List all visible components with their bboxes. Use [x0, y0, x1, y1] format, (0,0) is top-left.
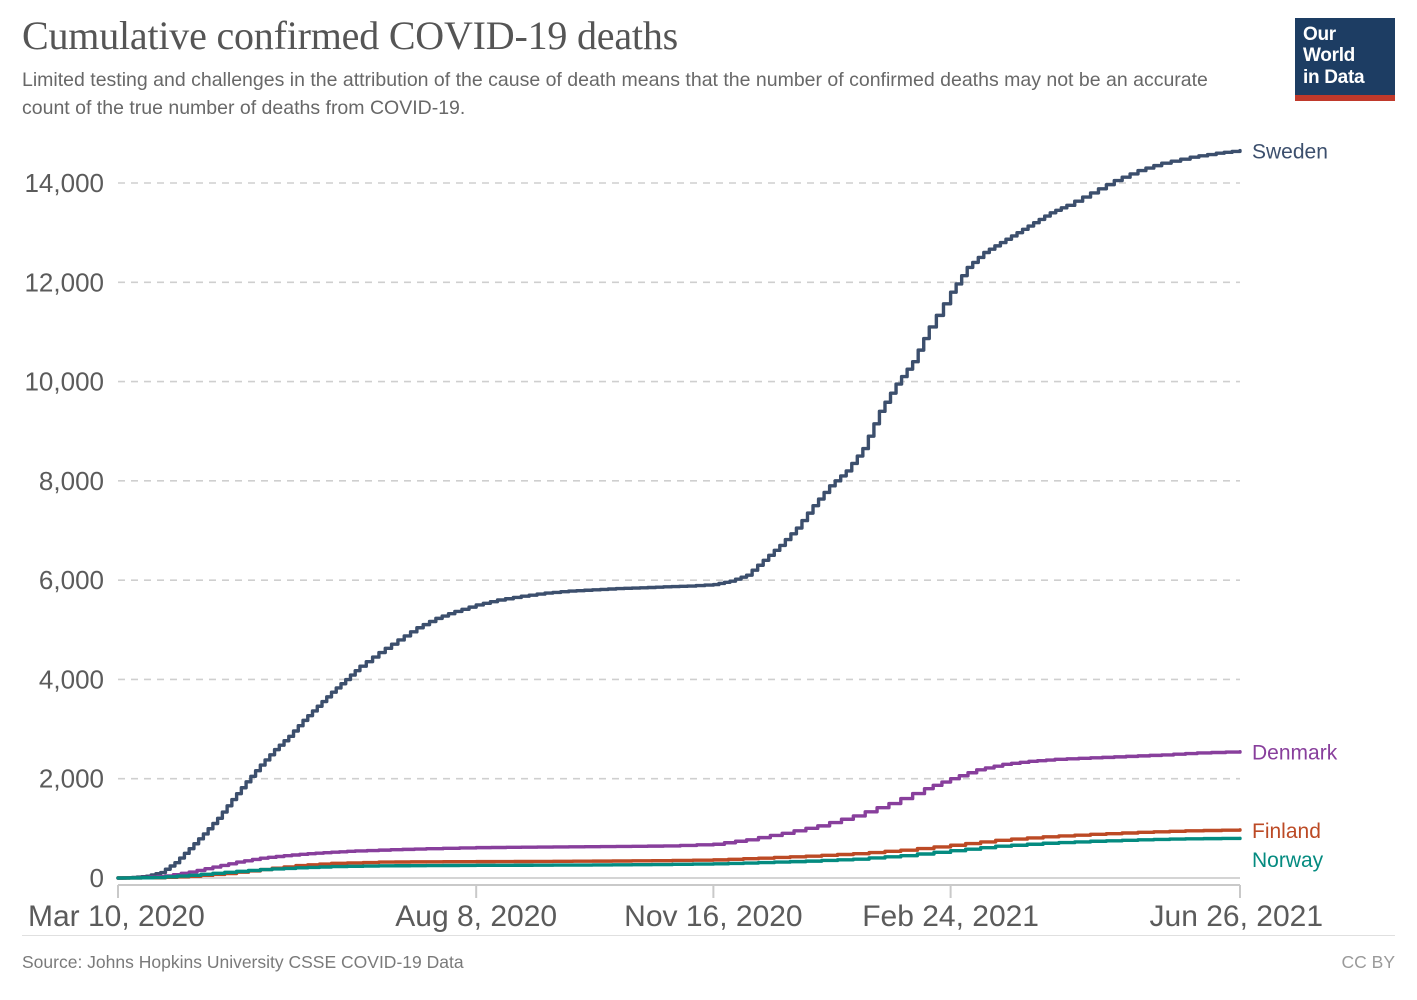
y-axis-tick-label: 14,000 — [24, 168, 104, 198]
license-note: CC BY — [1341, 952, 1395, 972]
series-label-finland[interactable]: Finland — [1252, 820, 1321, 843]
y-axis-tick-labels: 0 2,000 4,000 6,000 8,000 10,000 12,000 14,000 — [24, 168, 104, 893]
x-axis-tick-label: Nov 16, 2020 — [624, 900, 802, 933]
series-line-sweden[interactable] — [116, 148, 1242, 880]
page-title: Cumulative confirmed COVID-19 deaths — [22, 13, 678, 58]
x-axis-tick-labels: Mar 10, 2020 Aug 8, 2020 Nov 16, 2020 Feb 2… — [28, 900, 1323, 933]
logo-accent-bar — [1295, 94, 1395, 101]
our-world-in-data-logo[interactable]: Our World in Data — [1295, 18, 1395, 101]
gridlines-group — [118, 182, 1240, 879]
x-axis-tick-label: Aug 8, 2020 — [395, 900, 557, 933]
series-label-denmark[interactable]: Denmark — [1252, 742, 1338, 765]
y-axis-tick-label: 10,000 — [24, 367, 104, 397]
chart-header: Cumulative confirmed COVID-19 deaths Lim… — [22, 14, 1272, 123]
series-labels-group: Sweden Denmark Finland Norway — [1252, 141, 1338, 872]
logo-text-box: Our World in Data — [1295, 18, 1395, 95]
y-axis-tick-label: 2,000 — [39, 764, 104, 794]
x-axis-tick-label: Mar 10, 2020 — [28, 900, 205, 933]
series-line-norway[interactable] — [116, 836, 1242, 880]
y-axis-tick-label: 6,000 — [39, 565, 104, 595]
series-line-denmark[interactable] — [116, 749, 1242, 880]
logo-line-2: in Data — [1303, 66, 1365, 88]
logo-line-1: Our World — [1303, 24, 1355, 67]
y-axis-tick-label: 0 — [90, 863, 104, 893]
data-series-group[interactable] — [116, 148, 1242, 880]
footer-divider — [22, 935, 1395, 936]
chart-subtitle: Limited testing and challenges in the at… — [22, 69, 1208, 120]
source-note: Source: Johns Hopkins University CSSE CO… — [22, 952, 464, 972]
series-line-finland[interactable] — [116, 828, 1242, 880]
y-axis-tick-label: 4,000 — [39, 664, 104, 694]
x-axis-group — [117, 884, 1241, 898]
series-label-sweden[interactable]: Sweden — [1252, 141, 1328, 164]
x-axis-tick-label: Feb 24, 2021 — [862, 900, 1039, 933]
y-axis-tick-label: 12,000 — [24, 267, 104, 297]
series-label-norway[interactable]: Norway — [1252, 849, 1324, 872]
y-axis-tick-label: 8,000 — [39, 466, 104, 496]
x-axis-tick-label: Jun 26, 2021 — [1150, 900, 1323, 933]
